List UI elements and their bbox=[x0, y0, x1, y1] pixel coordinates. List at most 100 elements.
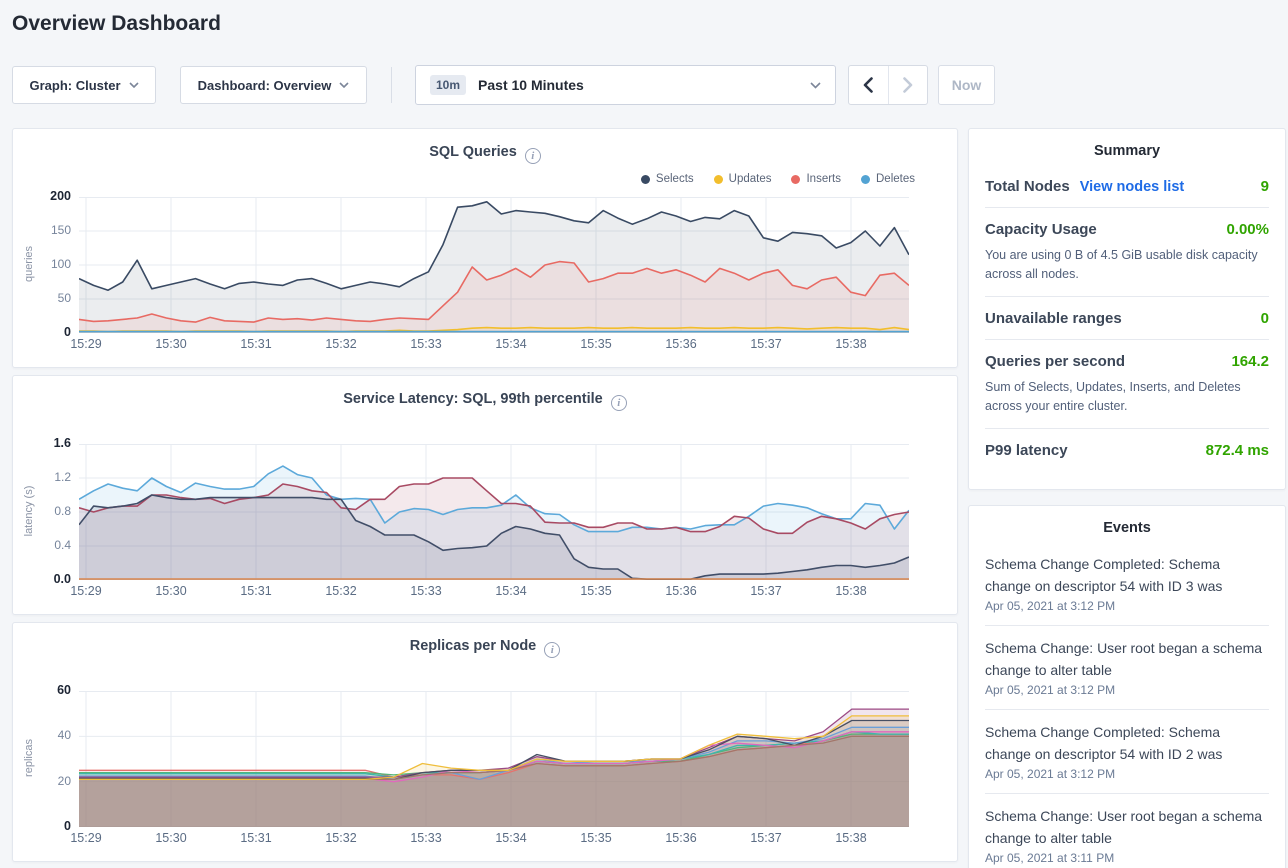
summary-row-value: 164.2 bbox=[1231, 353, 1269, 370]
event-list-item: Schema Change Completed: Schema change o… bbox=[985, 542, 1269, 626]
chart-canvas bbox=[78, 444, 910, 580]
legend-label: Inserts bbox=[806, 173, 841, 185]
legend-item: Inserts bbox=[791, 173, 841, 185]
events-panel: Events Schema Change Completed: Schema c… bbox=[968, 505, 1286, 868]
x-tick-label: 15:37 bbox=[750, 584, 782, 598]
y-tick-label: 0 bbox=[64, 819, 71, 833]
chart-panel-service-latency: Service Latency: SQL, 99th percentile la… bbox=[12, 375, 958, 615]
y-tick-label: 0.8 bbox=[54, 504, 71, 518]
x-tick-label: 15:31 bbox=[240, 337, 272, 351]
y-axis-label: queries bbox=[23, 245, 35, 283]
chart-title: Service Latency: SQL, 99th percentile bbox=[343, 391, 603, 407]
y-tick-label: 60 bbox=[57, 683, 71, 697]
toolbar: Graph: Cluster Dashboard: Overview 10m P… bbox=[0, 65, 1288, 105]
chart-canvas bbox=[79, 691, 909, 827]
x-tick-label: 15:29 bbox=[70, 584, 102, 598]
chevron-down-icon bbox=[128, 82, 139, 88]
legend-item: Updates bbox=[713, 173, 772, 185]
event-list-item: Schema Change: User root began a schema … bbox=[985, 794, 1269, 868]
view-nodes-list-link[interactable]: View nodes list bbox=[1079, 179, 1185, 195]
time-nav-group bbox=[848, 65, 928, 105]
x-tick-label: 15:35 bbox=[580, 584, 612, 598]
x-tick-label: 15:32 bbox=[325, 337, 357, 351]
legend-label: Updates bbox=[728, 173, 772, 185]
legend-label: Deletes bbox=[876, 173, 915, 185]
x-tick-label: 15:38 bbox=[835, 584, 867, 598]
x-tick-label: 15:36 bbox=[665, 831, 697, 845]
event-timestamp: Apr 05, 2021 at 3:11 PM bbox=[985, 851, 1115, 865]
chart-title: SQL Queries bbox=[429, 144, 517, 160]
x-tick-label: 15:34 bbox=[495, 584, 527, 598]
y-tick-label: 0.0 bbox=[53, 572, 71, 586]
event-timestamp: Apr 05, 2021 at 3:12 PM bbox=[985, 683, 1116, 697]
x-tick-label: 15:37 bbox=[750, 337, 782, 351]
replicas-per-node-chart[interactable] bbox=[79, 691, 909, 827]
info-icon[interactable] bbox=[524, 148, 541, 164]
y-axis-ticks: 0 20 40 60 bbox=[37, 683, 79, 833]
info-icon[interactable] bbox=[610, 395, 627, 411]
y-tick-label: 50 bbox=[57, 291, 71, 305]
summary-row-label: Queries per second bbox=[985, 353, 1126, 370]
x-tick-label: 15:38 bbox=[835, 337, 867, 351]
x-tick-label: 15:36 bbox=[665, 584, 697, 598]
x-axis-ticks: 15:29 15:30 15:31 15:32 15:33 15:34 15:35 15:36… bbox=[70, 831, 939, 849]
info-icon[interactable] bbox=[544, 642, 561, 658]
sql-queries-chart[interactable] bbox=[78, 197, 910, 333]
summary-row: P99 latency 872.4 ms bbox=[985, 429, 1269, 471]
summary-row-note: Sum of Selects, Updates, Inserts, and De… bbox=[985, 380, 1241, 413]
summary-row-label: Unavailable ranges bbox=[985, 310, 1122, 327]
y-tick-label: 40 bbox=[57, 728, 71, 743]
summary-row: Queries per second 164.2 Sum of Selects, U… bbox=[985, 340, 1269, 429]
summary-title: Summary bbox=[1093, 143, 1161, 159]
event-text: Schema Change Completed: Schema change o… bbox=[985, 724, 1223, 762]
summary-row-value: 9 bbox=[1260, 178, 1269, 195]
y-axis-ticks: 0.0 0.4 0.8 1.2 1.6 bbox=[37, 436, 79, 586]
events-title: Events bbox=[1103, 520, 1151, 536]
now-button[interactable]: Now bbox=[938, 65, 995, 105]
x-tick-label: 15:35 bbox=[580, 337, 612, 351]
y-tick-label: 0.4 bbox=[54, 538, 71, 552]
chart-panel-sql-queries: SQL Queries Selects Updates Inserts Deletes… bbox=[12, 128, 958, 368]
y-axis-label: latency (s) bbox=[23, 485, 35, 537]
y-tick-label: 20 bbox=[57, 773, 71, 788]
legend-dot-icon bbox=[640, 174, 650, 184]
y-tick-label: 150 bbox=[50, 223, 71, 237]
event-timestamp: Apr 05, 2021 at 3:12 PM bbox=[985, 599, 1116, 613]
y-tick-label: 0 bbox=[64, 325, 71, 339]
time-range-picker[interactable]: 10m Past 10 Minutes bbox=[415, 65, 836, 105]
chevron-down-icon bbox=[810, 81, 821, 89]
previous-time-button[interactable] bbox=[849, 66, 888, 104]
time-range-badge: 10m bbox=[430, 75, 467, 95]
chart-legend: Selects Updates Inserts Deletes bbox=[640, 173, 915, 185]
x-tick-label: 15:31 bbox=[240, 584, 272, 598]
summary-row: Capacity Usage 0.00% You are using 0 B of … bbox=[985, 208, 1269, 297]
legend-item: Deletes bbox=[861, 173, 915, 185]
x-tick-label: 15:35 bbox=[580, 831, 612, 845]
summary-row-label: P99 latency bbox=[985, 442, 1068, 459]
chevron-right-icon bbox=[903, 77, 913, 93]
service-latency-chart[interactable] bbox=[78, 444, 910, 580]
summary-panel: Summary Total Nodes View nodes list 9 Capac… bbox=[968, 128, 1286, 490]
summary-row-label: Total Nodes bbox=[985, 178, 1070, 195]
x-tick-label: 15:34 bbox=[495, 831, 527, 845]
x-tick-label: 15:34 bbox=[495, 337, 527, 351]
dashboard-dropdown[interactable]: Dashboard: Overview bbox=[180, 66, 367, 104]
next-time-button[interactable] bbox=[887, 66, 927, 104]
summary-row-note: You are using 0 B of 4.5 GiB usable disk… bbox=[985, 248, 1258, 281]
chart-title: Replicas per Node bbox=[409, 638, 537, 654]
summary-row: Unavailable ranges 0 bbox=[985, 297, 1269, 340]
x-axis-ticks: 15:29 15:30 15:31 15:32 15:33 15:34 15:35 15:36… bbox=[70, 584, 939, 602]
y-tick-label: 100 bbox=[50, 257, 71, 271]
legend-label: Selects bbox=[655, 173, 694, 185]
chart-canvas bbox=[78, 197, 910, 333]
x-tick-label: 15:33 bbox=[410, 831, 442, 845]
event-text: Schema Change Completed: Schema change o… bbox=[985, 556, 1223, 594]
x-tick-label: 15:37 bbox=[750, 831, 782, 845]
graph-dropdown[interactable]: Graph: Cluster bbox=[12, 66, 156, 104]
x-tick-label: 15:33 bbox=[410, 584, 442, 598]
y-tick-label: 1.6 bbox=[53, 436, 71, 450]
legend-dot-icon bbox=[791, 174, 801, 184]
y-axis-label: replicas bbox=[23, 739, 35, 777]
x-tick-label: 15:32 bbox=[325, 584, 357, 598]
